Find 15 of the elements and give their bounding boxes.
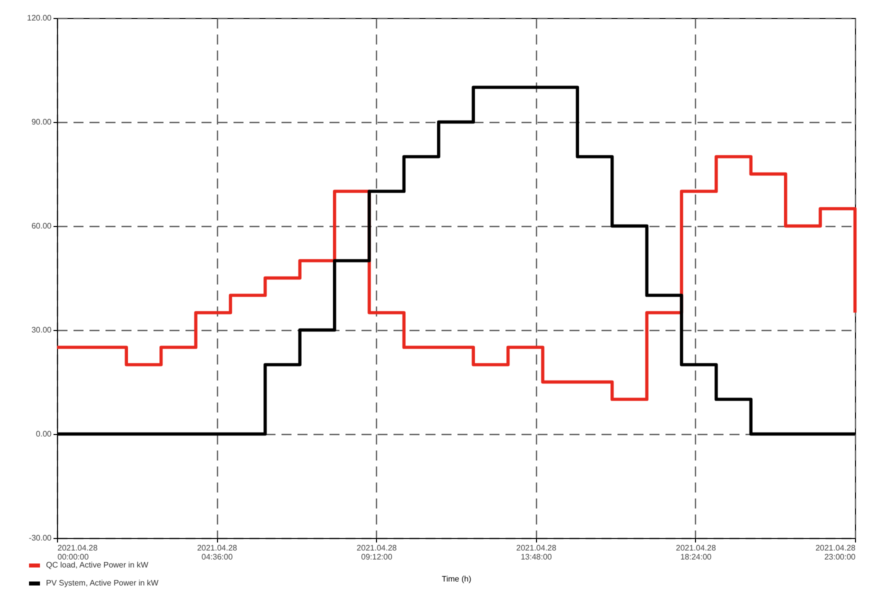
y-tick-label: 120.00 bbox=[27, 14, 52, 22]
x-tick-label: 2021.04.28 00:00:00 bbox=[58, 544, 98, 562]
x-axis-title: Time (h) bbox=[442, 574, 472, 584]
x-tick-label: 2021.04.28 18:24:00 bbox=[676, 544, 716, 562]
y-tick-label: 60.00 bbox=[31, 222, 52, 230]
x-tick-label: 2021.04.28 13:48:00 bbox=[516, 544, 557, 562]
y-tick-label: -30.00 bbox=[28, 534, 52, 542]
legend-label: QC load, Active Power in kW bbox=[46, 560, 149, 570]
x-tick-label: 2021.04.28 04:36:00 bbox=[197, 544, 238, 562]
y-tick-label: 0.00 bbox=[36, 430, 52, 438]
legend-label: PV System, Active Power in kW bbox=[46, 578, 159, 588]
y-tick-label: 90.00 bbox=[31, 118, 52, 126]
y-tick-label: 30.00 bbox=[31, 326, 52, 334]
x-tick-label: 2021.04.28 23:00:00 bbox=[815, 544, 856, 562]
x-tick-label: 2021.04.28 09:12:00 bbox=[356, 544, 398, 562]
